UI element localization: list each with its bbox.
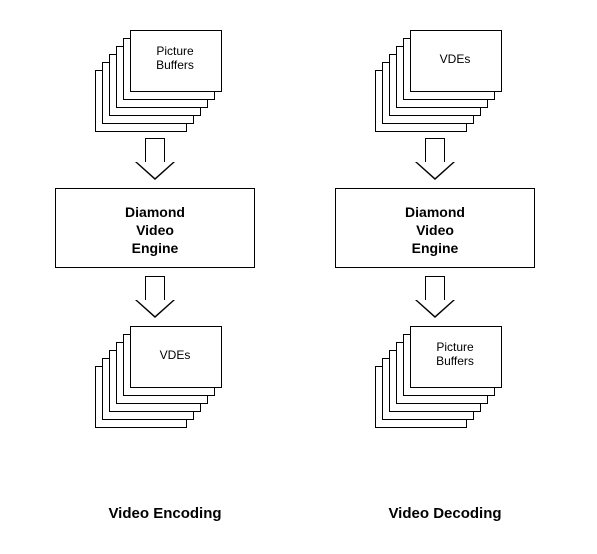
encoding-caption: Video Encoding: [65, 505, 265, 522]
decoding-column: VDEs DiamondVideoEngine PictureBuffers: [335, 30, 585, 426]
arrow-down-icon: [135, 138, 175, 180]
encoding-bottom-stack-label: VDEs: [131, 348, 219, 362]
encoding-top-stack: PictureBuffers: [95, 30, 215, 130]
decoding-top-stack: VDEs: [375, 30, 495, 130]
decoding-caption: Video Decoding: [345, 505, 545, 522]
decoding-engine-box: DiamondVideoEngine: [335, 188, 535, 268]
arrow-down-icon: [415, 138, 455, 180]
decoding-bottom-stack-label: PictureBuffers: [411, 340, 499, 369]
encoding-bottom-stack: VDEs: [95, 326, 215, 426]
arrow-down-icon: [135, 276, 175, 318]
encoding-top-stack-label: PictureBuffers: [131, 44, 219, 73]
decoding-top-stack-label: VDEs: [411, 52, 499, 66]
decoding-bottom-stack: PictureBuffers: [375, 326, 495, 426]
arrow-down-icon: [415, 276, 455, 318]
encoding-engine-box: DiamondVideoEngine: [55, 188, 255, 268]
encoding-column: PictureBuffers DiamondVideoEngine VDEs: [55, 30, 305, 426]
